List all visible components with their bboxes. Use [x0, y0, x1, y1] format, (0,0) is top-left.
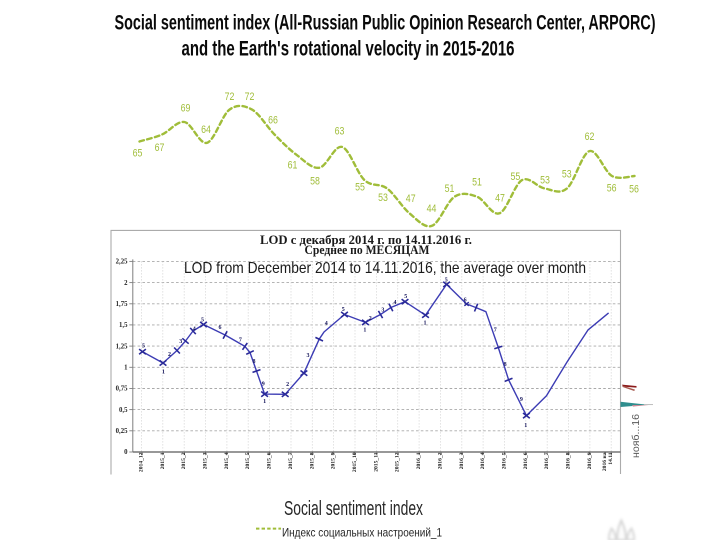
- svg-text:2015_2: 2015_2: [181, 452, 187, 469]
- svg-text:72: 72: [245, 91, 255, 103]
- svg-text:7: 7: [239, 338, 242, 344]
- svg-text:Среднее по МЕСЯЦАМ: Среднее по МЕСЯЦАМ: [305, 243, 430, 257]
- svg-text:2,25: 2,25: [116, 259, 128, 266]
- svg-text:6: 6: [464, 298, 467, 304]
- svg-text:14.11: 14.11: [608, 452, 614, 464]
- svg-text:2015_3: 2015_3: [203, 452, 209, 469]
- svg-text:51: 51: [472, 177, 482, 189]
- svg-text:8: 8: [253, 359, 256, 365]
- svg-text:72: 72: [225, 91, 235, 103]
- svg-text:LOD с декабря 2014 г. по 14.1: LOD с декабря 2014 г. по 14.11.2016 г.: [260, 232, 472, 247]
- svg-text:56: 56: [629, 183, 639, 195]
- svg-text:2016_3: 2016_3: [459, 452, 465, 469]
- svg-text:67: 67: [155, 142, 165, 154]
- svg-text:0,25: 0,25: [116, 428, 128, 435]
- svg-text:2016_4: 2016_4: [480, 452, 486, 469]
- svg-text:55: 55: [355, 182, 365, 194]
- svg-text:56: 56: [607, 183, 617, 195]
- svg-text:3: 3: [381, 308, 384, 314]
- svg-text:2015_9: 2015_9: [331, 452, 337, 469]
- svg-text:2016_8: 2016_8: [566, 452, 572, 469]
- svg-text:2015_1: 2015_1: [160, 452, 166, 469]
- svg-text:9: 9: [520, 397, 523, 403]
- svg-text:2016_2: 2016_2: [437, 452, 443, 469]
- svg-text:2016_7: 2016_7: [544, 452, 550, 469]
- svg-text:2016_9: 2016_9: [587, 452, 593, 469]
- svg-text:5: 5: [201, 317, 204, 323]
- svg-text:3: 3: [179, 339, 182, 345]
- svg-text:4: 4: [325, 321, 328, 327]
- svg-text:2014_12: 2014_12: [139, 452, 145, 472]
- svg-text:2015_5: 2015_5: [245, 452, 251, 469]
- svg-text:LOD from December 2014 to 14.1: LOD from December 2014 to 14.11.2016, th…: [184, 260, 586, 277]
- svg-text:69: 69: [181, 103, 191, 115]
- svg-text:1: 1: [162, 370, 165, 376]
- svg-text:2015_7: 2015_7: [288, 452, 294, 469]
- svg-text:2: 2: [369, 316, 372, 322]
- svg-text:1,75: 1,75: [116, 301, 128, 308]
- svg-text:2016_5: 2016_5: [502, 452, 508, 469]
- svg-text:1: 1: [524, 423, 527, 429]
- svg-text:3: 3: [307, 353, 310, 359]
- svg-text:8: 8: [504, 362, 507, 368]
- svg-text:2016_1: 2016_1: [416, 452, 422, 469]
- svg-text:1: 1: [124, 365, 128, 372]
- svg-text:2015_10: 2015_10: [352, 452, 358, 472]
- svg-text:1,5: 1,5: [119, 322, 128, 329]
- svg-text:6: 6: [219, 325, 222, 331]
- svg-text:0,75: 0,75: [116, 386, 128, 393]
- svg-text:55: 55: [511, 171, 521, 183]
- svg-text:53: 53: [378, 192, 388, 204]
- svg-text:2016_6: 2016_6: [523, 452, 529, 469]
- svg-text:1: 1: [263, 399, 266, 405]
- svg-text:58: 58: [310, 176, 320, 188]
- svg-text:0,5: 0,5: [119, 407, 128, 414]
- svg-text:47: 47: [406, 193, 416, 205]
- svg-text:63: 63: [335, 126, 345, 138]
- svg-text:61: 61: [288, 160, 298, 172]
- svg-text:53: 53: [562, 169, 572, 181]
- svg-text:2015_8: 2015_8: [309, 452, 315, 469]
- svg-text:Social sentiment index: Social sentiment index: [284, 497, 423, 520]
- svg-text:2: 2: [168, 352, 171, 358]
- svg-text:65: 65: [133, 148, 143, 160]
- svg-text:5: 5: [404, 294, 407, 300]
- svg-text:64: 64: [201, 124, 211, 136]
- svg-text:Индекс социальных настроений_1: Индекс социальных настроений_1: [282, 526, 442, 540]
- svg-text:44: 44: [427, 203, 437, 215]
- svg-text:1,25: 1,25: [116, 343, 128, 350]
- svg-text:2015_4: 2015_4: [224, 452, 230, 469]
- svg-text:66: 66: [268, 115, 278, 127]
- svg-text:and the Earth's rotational vel: and the Earth's rotational velocity in 2…: [182, 38, 515, 61]
- svg-text:47: 47: [495, 192, 505, 204]
- svg-text:51: 51: [445, 183, 455, 195]
- svg-text:2015_11: 2015_11: [373, 452, 379, 471]
- svg-text:62: 62: [585, 131, 595, 143]
- svg-text:2015_12: 2015_12: [395, 452, 401, 472]
- svg-text:1: 1: [424, 321, 427, 327]
- svg-text:4: 4: [394, 300, 397, 306]
- svg-text:7: 7: [494, 327, 497, 333]
- svg-text:Social sentiment index (All-Ru: Social sentiment index (All-Russian Publ…: [115, 12, 656, 35]
- svg-text:нояб...16: нояб...16: [631, 413, 642, 458]
- svg-text:0: 0: [124, 449, 128, 456]
- svg-text:5: 5: [342, 307, 345, 313]
- svg-text:4: 4: [193, 327, 196, 333]
- svg-text:9: 9: [262, 382, 265, 388]
- svg-text:53: 53: [540, 175, 550, 187]
- svg-text:2016 на: 2016 на: [602, 452, 608, 471]
- svg-text:2015_6: 2015_6: [267, 452, 273, 469]
- svg-text:1: 1: [363, 328, 366, 334]
- svg-text:5: 5: [445, 277, 448, 283]
- svg-text:2: 2: [124, 280, 128, 287]
- svg-text:5: 5: [142, 344, 145, 350]
- svg-text:2: 2: [286, 382, 289, 388]
